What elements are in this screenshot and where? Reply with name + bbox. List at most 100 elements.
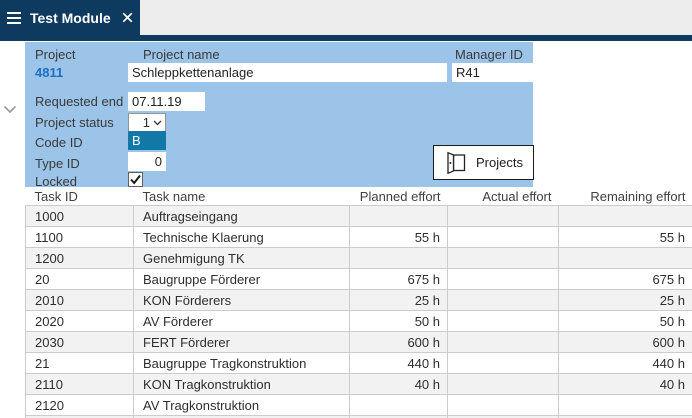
remaining-effort-cell[interactable]: 50 h	[558, 310, 692, 332]
checkmark-icon	[130, 174, 141, 185]
task-name-cell[interactable]: KON Tragkonstruktion	[133, 373, 350, 395]
remaining-effort-cell[interactable]	[558, 205, 692, 227]
manager-id-label: Manager ID	[455, 47, 523, 62]
requested-end-input[interactable]	[128, 92, 205, 111]
task-id-cell[interactable]: 2020	[25, 310, 134, 332]
col-task-id: Task ID	[25, 187, 134, 206]
task-id-cell[interactable]: 21	[25, 352, 134, 374]
table-row[interactable]: 2020 AV Förderer 50 h 50 h	[25, 310, 692, 332]
actual-effort-cell[interactable]	[447, 226, 559, 248]
table-row[interactable]: 2010 KON Förderers 25 h 25 h	[25, 289, 692, 311]
planned-effort-cell[interactable]: 600 h	[349, 331, 448, 353]
menu-icon[interactable]	[7, 11, 21, 24]
planned-effort-cell[interactable]: 440 h	[349, 352, 448, 374]
locked-checkbox[interactable]	[128, 172, 143, 187]
planned-effort-cell[interactable]	[349, 394, 448, 416]
task-name-cell[interactable]: Genehmigung TK	[133, 247, 350, 269]
task-id-cell[interactable]: 1100	[25, 226, 134, 248]
col-planned-effort: Planned effort	[349, 187, 448, 206]
remaining-effort-cell[interactable]: 25 h	[558, 289, 692, 311]
task-name-cell[interactable]: Auftragseingang	[133, 205, 350, 227]
chevron-down-icon	[153, 120, 162, 125]
project-label: Project	[35, 47, 76, 62]
type-id-label: Type ID	[35, 156, 80, 171]
planned-effort-cell[interactable]	[349, 205, 448, 227]
table-row[interactable]: 1100 Technische Klaerung 55 h 55 h	[25, 226, 692, 248]
planned-effort-cell[interactable]: 40 h	[349, 373, 448, 395]
table-row[interactable]: 1200 Genehmigung TK	[25, 247, 692, 269]
locked-label: Locked	[35, 174, 77, 189]
task-name-cell[interactable]: Baugruppe Tragkonstruktion	[133, 352, 350, 374]
remaining-effort-cell[interactable]	[558, 394, 692, 416]
remaining-effort-cell[interactable]: 55 h	[558, 226, 692, 248]
task-name-cell[interactable]: KON Förderers	[133, 289, 350, 311]
tabbar-underline	[0, 35, 692, 41]
task-id-cell[interactable]: 2120	[25, 394, 134, 416]
task-name-cell[interactable]: AV Förderer	[133, 310, 350, 332]
project-number-link[interactable]: 4811	[35, 65, 64, 80]
planned-effort-cell[interactable]: 50 h	[349, 310, 448, 332]
close-icon[interactable]	[122, 12, 133, 23]
task-name-cell[interactable]: Baugruppe Förderer	[133, 268, 350, 290]
task-table: Task ID Task name Planned effort Actual …	[25, 187, 692, 418]
table-row[interactable]: 20 Baugruppe Förderer 675 h 675 h	[25, 268, 692, 290]
col-task-name: Task name	[133, 187, 350, 206]
type-id-input[interactable]	[128, 152, 166, 171]
remaining-effort-cell[interactable]: 600 h	[558, 331, 692, 353]
tab-title: Test Module	[30, 9, 111, 26]
actual-effort-cell[interactable]	[447, 247, 559, 269]
task-id-cell[interactable]: 1200	[25, 247, 134, 269]
tab-test-module[interactable]: Test Module	[0, 0, 140, 35]
task-id-cell[interactable]: 1000	[25, 205, 134, 227]
table-row[interactable]: 2110 KON Tragkonstruktion 40 h 40 h	[25, 373, 692, 395]
actual-effort-cell[interactable]	[447, 352, 559, 374]
remaining-effort-cell[interactable]: 675 h	[558, 268, 692, 290]
col-actual-effort: Actual effort	[447, 187, 559, 206]
project-form: Project Project name Manager ID 4811 Req…	[25, 42, 534, 189]
remaining-effort-cell[interactable]: 40 h	[558, 373, 692, 395]
code-id-input[interactable]	[128, 131, 166, 150]
task-name-cell[interactable]: AV Tragkonstruktion	[133, 394, 350, 416]
planned-effort-cell[interactable]: 25 h	[349, 289, 448, 311]
requested-end-label: Requested end	[35, 94, 124, 109]
projects-button-label: Projects	[476, 155, 523, 170]
collapse-chevron-icon[interactable]	[3, 105, 17, 114]
manager-id-input[interactable]	[452, 63, 533, 82]
open-door-icon	[447, 151, 466, 174]
task-id-cell[interactable]: 20	[25, 268, 134, 290]
table-row[interactable]: 21 Baugruppe Tragkonstruktion 440 h 440 …	[25, 352, 692, 374]
remaining-effort-cell[interactable]: 440 h	[558, 352, 692, 374]
table-row[interactable]: 1000 Auftragseingang	[25, 205, 692, 227]
actual-effort-cell[interactable]	[447, 373, 559, 395]
task-id-cell[interactable]: 2010	[25, 289, 134, 311]
col-remaining-effort: Remaining effort	[558, 187, 692, 206]
table-row[interactable]: 2120 AV Tragkonstruktion	[25, 394, 692, 416]
table-row-partial[interactable]	[25, 415, 692, 418]
remaining-effort-cell[interactable]	[558, 247, 692, 269]
task-id-cell[interactable]: 2030	[25, 331, 134, 353]
task-name-cell[interactable]: FERT Förderer	[133, 331, 350, 353]
project-name-input[interactable]	[128, 63, 447, 82]
planned-effort-cell[interactable]: 55 h	[349, 226, 448, 248]
actual-effort-cell[interactable]	[447, 394, 559, 416]
project-status-label: Project status	[35, 115, 114, 130]
tab-bar: Test Module	[0, 0, 692, 35]
actual-effort-cell[interactable]	[447, 289, 559, 311]
planned-effort-cell[interactable]: 675 h	[349, 268, 448, 290]
projects-button[interactable]: Projects	[433, 145, 534, 180]
actual-effort-cell[interactable]	[447, 268, 559, 290]
project-status-value: 1	[142, 115, 150, 130]
table-row[interactable]: 2030 FERT Förderer 600 h 600 h	[25, 331, 692, 353]
project-status-select[interactable]: 1	[128, 113, 166, 132]
actual-effort-cell[interactable]	[447, 331, 559, 353]
task-name-cell[interactable]: Technische Klaerung	[133, 226, 350, 248]
planned-effort-cell[interactable]	[349, 247, 448, 269]
code-id-label: Code ID	[35, 135, 83, 150]
project-name-label: Project name	[143, 47, 220, 62]
actual-effort-cell[interactable]	[447, 205, 559, 227]
table-header-row: Task ID Task name Planned effort Actual …	[25, 187, 692, 206]
task-id-cell[interactable]: 2110	[25, 373, 134, 395]
task-table-body: 1000 Auftragseingang 1100 Technische Kla…	[25, 205, 692, 418]
actual-effort-cell[interactable]	[447, 310, 559, 332]
